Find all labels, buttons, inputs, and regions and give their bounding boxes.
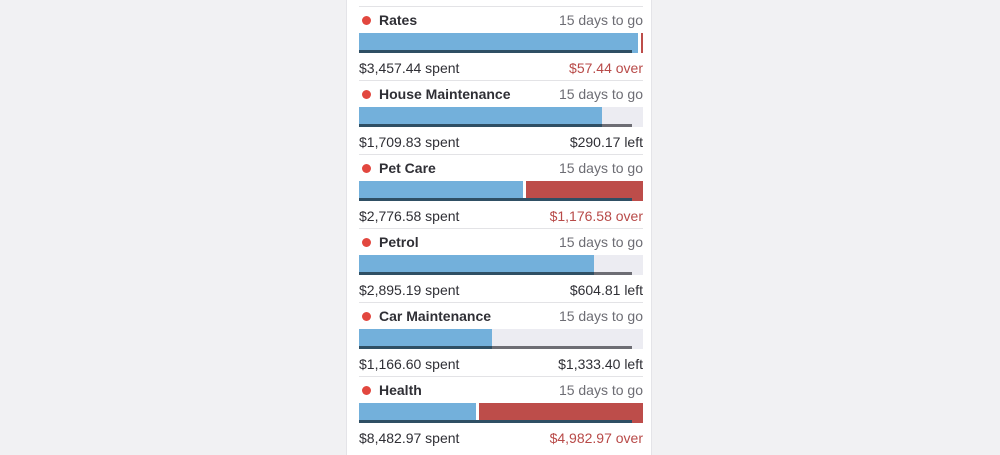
category-label: Petrol: [359, 234, 419, 250]
days-remaining: 15 days to go: [558, 12, 643, 28]
spent-baseline: [359, 198, 632, 201]
spent-fill: [359, 107, 602, 127]
category-name: Pet Care: [379, 160, 436, 176]
spent-fill: [359, 403, 476, 423]
category-name: Health: [379, 382, 422, 398]
category-dot-icon: [362, 15, 371, 25]
budget-item-header: Petrol 15 days to go: [359, 232, 643, 252]
spent-amount: $3,457.44 spent: [359, 60, 460, 76]
remaining-amount: $1,333.40 left: [558, 356, 643, 372]
budget-limit-marker: [476, 403, 479, 423]
spent-amount: $2,895.19 spent: [359, 282, 460, 298]
budget-item-house-maintenance[interactable]: House Maintenance 15 days to go $1,709.8…: [359, 80, 643, 154]
overspend-fill: [479, 403, 643, 423]
category-dot-icon: [362, 385, 371, 395]
budget-item-health[interactable]: Health 15 days to go $8,482.97 spent $4,…: [359, 376, 643, 450]
spent-fill: [359, 255, 594, 275]
budget-progress-bar: [359, 255, 643, 275]
budget-item-petrol[interactable]: Petrol 15 days to go $2,895.19 spent $60…: [359, 228, 643, 302]
budget-item-header: Rates 15 days to go: [359, 10, 643, 30]
spent-amount: $2,776.58 spent: [359, 208, 460, 224]
spent-baseline: [359, 50, 632, 53]
remaining-amount: $57.44 over: [569, 60, 643, 76]
budget-progress-bar: [359, 329, 643, 349]
remaining-amount: $1,176.58 over: [549, 208, 643, 224]
budget-baseline: [492, 346, 632, 349]
budget-limit-marker: [638, 33, 641, 53]
budget-progress-bar: [359, 33, 643, 53]
budget-item-car-maintenance[interactable]: Car Maintenance 15 days to go $1,166.60 …: [359, 302, 643, 376]
budget-progress-bar: [359, 107, 643, 127]
budget-progress-bar: [359, 181, 643, 201]
budget-item-rates[interactable]: Rates 15 days to go $3,457.44 spent $57.…: [359, 6, 643, 80]
remaining-amount: $604.81 left: [569, 282, 643, 298]
budget-item-footer: $1,709.83 spent $290.17 left: [359, 132, 643, 152]
budget-panel: Rates 15 days to go $3,457.44 spent $57.…: [346, 0, 652, 455]
budget-item-pet-care[interactable]: Pet Care 15 days to go $2,776.58 spent $…: [359, 154, 643, 228]
overspend-fill: [641, 33, 643, 53]
overspend-fill: [526, 181, 643, 201]
budget-progress-bar: [359, 403, 643, 423]
spent-baseline: [359, 272, 594, 275]
budget-baseline: [594, 272, 632, 275]
category-name: Rates: [379, 12, 418, 28]
spent-baseline: [359, 346, 492, 349]
budget-limit-marker: [523, 181, 526, 201]
budget-item-header: Health 15 days to go: [359, 380, 643, 400]
category-label: Health: [359, 382, 422, 398]
days-remaining: 15 days to go: [558, 234, 643, 250]
budget-item-header: Car Maintenance 15 days to go: [359, 306, 643, 326]
days-remaining: 15 days to go: [558, 382, 643, 398]
spent-baseline: [359, 124, 602, 127]
category-label: Car Maintenance: [359, 308, 491, 324]
spent-fill: [359, 181, 523, 201]
days-remaining: 15 days to go: [558, 86, 643, 102]
category-label: House Maintenance: [359, 86, 510, 102]
budget-list: Rates 15 days to go $3,457.44 spent $57.…: [359, 6, 643, 450]
remaining-amount: $290.17 left: [569, 134, 643, 150]
category-name: Petrol: [379, 234, 419, 250]
budget-item-footer: $2,895.19 spent $604.81 left: [359, 280, 643, 300]
category-dot-icon: [362, 311, 371, 321]
days-remaining: 15 days to go: [558, 308, 643, 324]
spent-fill: [359, 329, 492, 349]
spent-baseline: [359, 420, 632, 423]
budget-item-header: Pet Care 15 days to go: [359, 158, 643, 178]
category-name: House Maintenance: [379, 86, 511, 102]
budget-item-footer: $2,776.58 spent $1,176.58 over: [359, 206, 643, 226]
category-name: Car Maintenance: [379, 308, 492, 324]
budget-item-footer: $3,457.44 spent $57.44 over: [359, 58, 643, 78]
budget-item-header: House Maintenance 15 days to go: [359, 84, 643, 104]
budget-item-footer: $1,166.60 spent $1,333.40 left: [359, 354, 643, 374]
category-dot-icon: [362, 89, 371, 99]
spent-amount: $1,709.83 spent: [359, 134, 460, 150]
days-remaining: 15 days to go: [558, 160, 643, 176]
remaining-amount: $4,982.97 over: [549, 430, 643, 446]
category-dot-icon: [362, 163, 371, 173]
category-label: Pet Care: [359, 160, 436, 176]
spent-amount: $8,482.97 spent: [359, 430, 460, 446]
budget-item-footer: $8,482.97 spent $4,982.97 over: [359, 428, 643, 448]
spent-fill: [359, 33, 638, 53]
category-label: Rates: [359, 12, 417, 28]
budget-baseline: [602, 124, 632, 127]
category-dot-icon: [362, 237, 371, 247]
spent-amount: $1,166.60 spent: [359, 356, 460, 372]
